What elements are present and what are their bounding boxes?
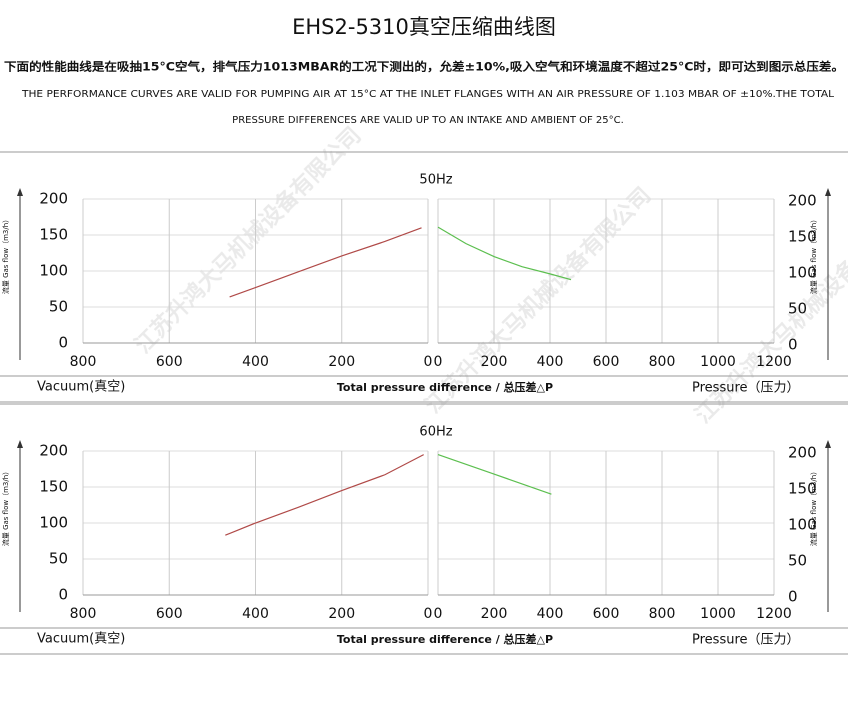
x-tick-label: 800 xyxy=(649,606,676,622)
y-tick-label: 100 xyxy=(788,516,817,534)
x-tick-label: 400 xyxy=(242,606,269,622)
y-axis-label: 流量 Gas flow（m3/h） xyxy=(1,468,10,546)
x-tick-label: 1200 xyxy=(756,354,792,370)
x-tick-label: 1000 xyxy=(700,606,736,622)
y-axis-label: 流量 Gas flow（m3/h） xyxy=(809,216,818,294)
x-tick-label: 800 xyxy=(70,606,97,622)
x-tick-label: 200 xyxy=(481,354,508,370)
note-cn: 下面的性能曲线是在吸抽15°C空气，排气压力1013MBAR的工况下测出的，允差… xyxy=(4,60,844,74)
y-tick-label: 150 xyxy=(39,478,68,496)
right-label: Pressure（压力） xyxy=(692,633,800,648)
curve xyxy=(437,226,572,281)
x-axis-label: Total pressure difference / 总压差△P xyxy=(337,632,553,646)
x-tick-label: 200 xyxy=(328,354,355,370)
x-tick-label: 1000 xyxy=(700,354,736,370)
y-axis-label: 流量 Gas flow（m3/h） xyxy=(1,216,10,294)
y-tick-label: 50 xyxy=(49,550,68,568)
y-arrow-head xyxy=(17,440,23,448)
x-tick-label: 200 xyxy=(481,606,508,622)
x-tick-label: 400 xyxy=(537,354,564,370)
note-en: PRESSURE DIFFERENCES ARE VALID UP TO AN … xyxy=(232,115,624,126)
y-tick-label: 200 xyxy=(39,190,68,208)
x-tick-label: 600 xyxy=(593,606,620,622)
x-tick-label: 800 xyxy=(649,354,676,370)
x-tick-label: 400 xyxy=(242,354,269,370)
y-tick-label: 150 xyxy=(788,228,817,246)
x-tick-label: 400 xyxy=(537,606,564,622)
y-tick-label: 50 xyxy=(788,300,807,318)
y-tick-label: 100 xyxy=(39,514,68,532)
y-tick-label: 200 xyxy=(788,192,817,210)
curve xyxy=(225,454,424,536)
y-tick-label: 0 xyxy=(58,334,68,352)
y-arrow-head xyxy=(825,188,831,196)
watermark: 江苏升鸿大马机械设备有限公司 xyxy=(130,122,366,358)
y-tick-label: 100 xyxy=(39,262,68,280)
chart-title: 50Hz xyxy=(419,173,452,188)
chart-title: 60Hz xyxy=(419,425,452,440)
curve xyxy=(437,454,552,495)
x-tick-label: 600 xyxy=(593,354,620,370)
x-tick-label: 600 xyxy=(156,354,183,370)
x-tick-label: 200 xyxy=(328,606,355,622)
y-tick-label: 50 xyxy=(49,298,68,316)
y-arrow-head xyxy=(825,440,831,448)
y-tick-label: 200 xyxy=(39,442,68,460)
page-title: EHS2-5310真空压缩曲线图 xyxy=(292,15,556,39)
y-tick-label: 50 xyxy=(788,552,807,570)
x-tick-label: 600 xyxy=(156,606,183,622)
y-axis-label: 流量 Gas flow（m3/h） xyxy=(809,468,818,546)
left-label: Vacuum(真空) xyxy=(37,632,125,647)
curve xyxy=(229,227,422,298)
y-tick-label: 150 xyxy=(39,226,68,244)
x-tick-label: 0 xyxy=(424,354,433,370)
x-tick-label: 0 xyxy=(434,606,443,622)
y-arrow-head xyxy=(17,188,23,196)
right-label: Pressure（压力） xyxy=(692,381,800,396)
y-tick-label: 0 xyxy=(58,586,68,604)
left-label: Vacuum(真空) xyxy=(37,380,125,395)
y-tick-label: 0 xyxy=(788,336,798,354)
note-en: THE PERFORMANCE CURVES ARE VALID FOR PUM… xyxy=(21,89,834,100)
y-tick-label: 200 xyxy=(788,444,817,462)
x-tick-label: 800 xyxy=(70,354,97,370)
y-tick-label: 150 xyxy=(788,480,817,498)
x-axis-label: Total pressure difference / 总压差△P xyxy=(337,380,553,394)
y-tick-label: 0 xyxy=(788,588,798,606)
x-tick-label: 0 xyxy=(424,606,433,622)
x-tick-label: 1200 xyxy=(756,606,792,622)
x-tick-label: 0 xyxy=(434,354,443,370)
y-tick-label: 100 xyxy=(788,264,817,282)
